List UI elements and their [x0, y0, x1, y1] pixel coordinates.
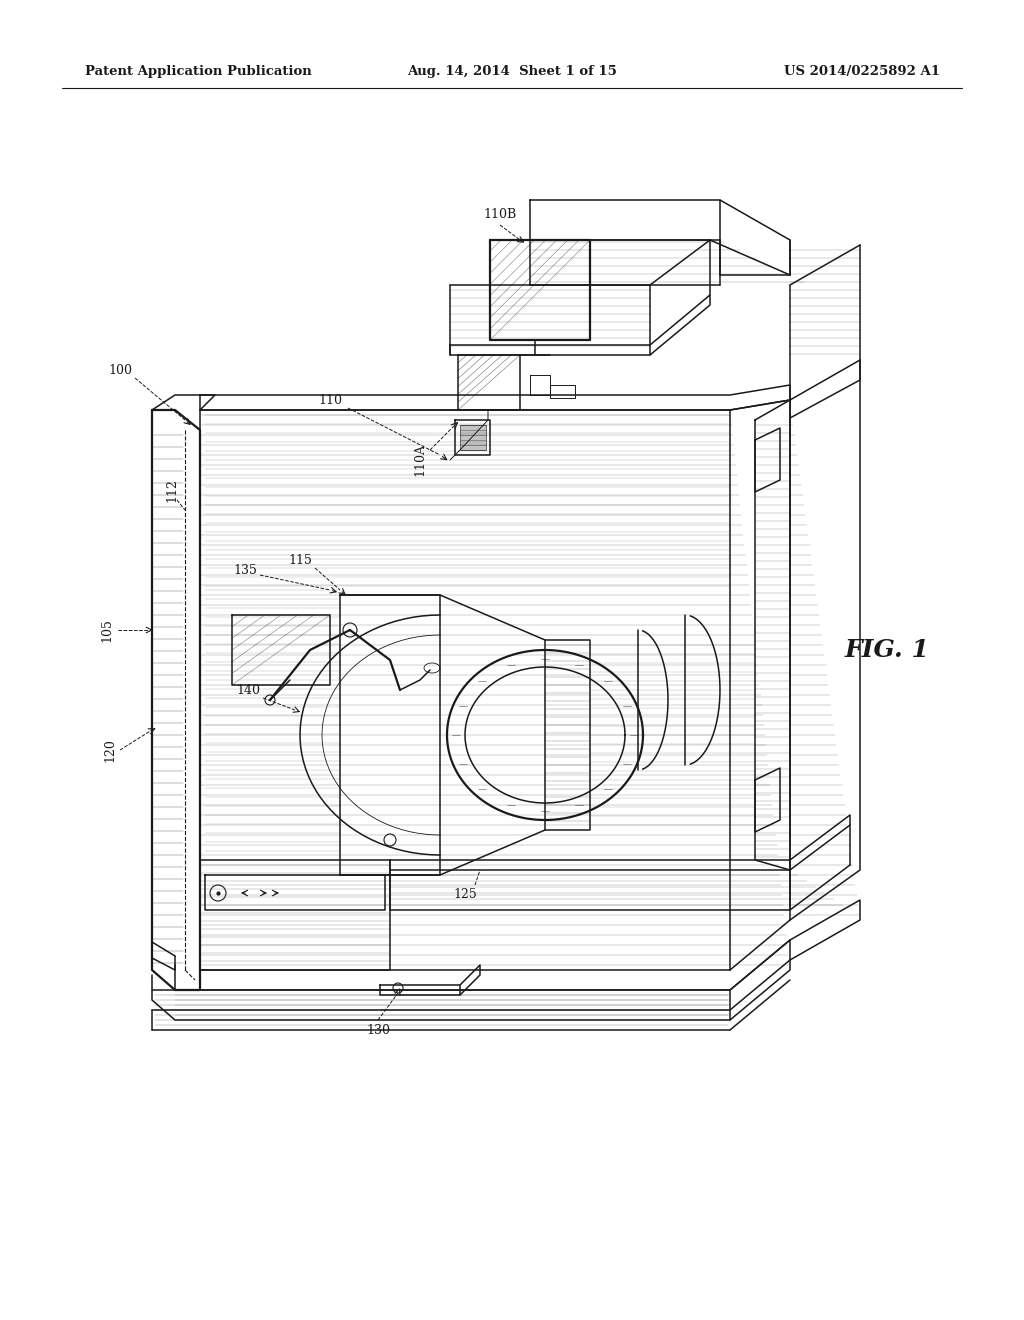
Text: 130: 130 — [366, 1023, 390, 1036]
Text: 110: 110 — [318, 393, 342, 407]
Polygon shape — [460, 425, 486, 450]
Text: 112: 112 — [166, 478, 178, 502]
Text: FIG. 1: FIG. 1 — [845, 638, 930, 663]
Text: 120: 120 — [103, 738, 117, 762]
Text: US 2014/0225892 A1: US 2014/0225892 A1 — [784, 66, 940, 78]
Text: 105: 105 — [100, 618, 114, 642]
Text: 110A: 110A — [414, 444, 427, 477]
Text: Patent Application Publication: Patent Application Publication — [85, 66, 311, 78]
Text: Aug. 14, 2014  Sheet 1 of 15: Aug. 14, 2014 Sheet 1 of 15 — [408, 66, 616, 78]
Text: 100: 100 — [108, 363, 132, 376]
Text: 110B: 110B — [483, 209, 517, 222]
Text: 140: 140 — [236, 684, 260, 697]
Text: 115: 115 — [288, 553, 312, 566]
Text: 125: 125 — [454, 888, 477, 902]
Text: 135: 135 — [233, 564, 257, 577]
